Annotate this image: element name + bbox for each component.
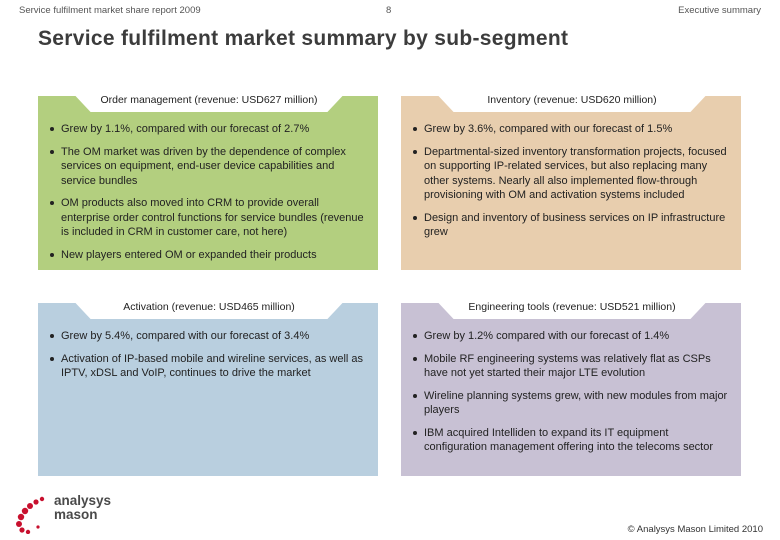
bullet-icon [50, 201, 54, 205]
bullet-text: Activation of IP-based mobile and wireli… [61, 352, 364, 380]
panel-order-management: Order management (revenue: USD627 millio… [38, 88, 378, 270]
bullet-icon [413, 127, 417, 131]
bullet-list: Grew by 3.6%, compared with our forecast… [413, 122, 733, 248]
bullet-item: New players entered OM or expanded their… [50, 248, 370, 263]
logo-dots-icon [16, 496, 45, 534]
bullet-text: Design and inventory of business service… [424, 211, 726, 239]
page-title: Service fulfilment market summary by sub… [38, 27, 569, 50]
bullet-item: OM products also moved into CRM to provi… [50, 196, 370, 240]
bullet-text: Grew by 3.6%, compared with our forecast… [424, 123, 673, 135]
bullet-icon [413, 149, 417, 154]
bullet-item: Mobile RF engineering systems was relati… [413, 352, 733, 381]
bullet-list: Grew by 1.2% compared with our forecast … [413, 329, 733, 463]
panel-activation: Activation (revenue: USD465 million) Gre… [38, 295, 378, 476]
bullet-icon [413, 215, 417, 220]
bullet-icon [50, 149, 54, 154]
bullet-icon [413, 356, 417, 361]
panel-heading-tab: Activation (revenue: USD465 million) [68, 295, 350, 319]
bullet-item: Design and inventory of business service… [413, 211, 733, 240]
panel-inventory: Inventory (revenue: USD620 million) Grew… [401, 88, 741, 270]
bullet-text: Grew by 5.4%, compared with our forecast… [61, 330, 310, 342]
bullet-item: Activation of IP-based mobile and wireli… [50, 352, 370, 381]
bullet-icon [50, 356, 54, 361]
logo-wordmark: analysys mason [54, 494, 111, 522]
page-number: 8 [386, 5, 392, 16]
bullet-icon [50, 252, 54, 257]
panel-heading-tab: Order management (revenue: USD627 millio… [68, 88, 350, 112]
bullet-text: OM products also moved into CRM to provi… [61, 197, 364, 238]
panel-heading: Order management (revenue: USD627 millio… [100, 94, 318, 106]
bullet-text: IBM acquired Intelliden to expand its IT… [424, 426, 714, 454]
bullet-item: The OM market was driven by the dependen… [50, 145, 370, 189]
bullet-text: Grew by 1.2% compared with our forecast … [424, 330, 670, 342]
panel-heading-tab: Engineering tools (revenue: USD521 milli… [431, 295, 713, 319]
bullet-icon [50, 127, 54, 131]
analysys-mason-logo: analysys mason [12, 494, 132, 534]
bullet-item: Grew by 1.1%, compared with our forecast… [50, 122, 370, 137]
bullet-text: Wireline planning systems grew, with new… [424, 389, 728, 417]
report-title-header: Service fulfilment market share report 2… [19, 5, 201, 16]
bullet-list: Grew by 1.1%, compared with our forecast… [50, 122, 370, 270]
panel-heading: Activation (revenue: USD465 million) [123, 301, 295, 313]
bullet-icon [413, 334, 417, 338]
bullet-text: Departmental-sized inventory transformat… [424, 145, 727, 202]
bullet-item: Wireline planning systems grew, with new… [413, 389, 733, 418]
bullet-icon [413, 430, 417, 435]
copyright-notice: © Analysys Mason Limited 2010 [627, 524, 763, 535]
panel-heading: Engineering tools (revenue: USD521 milli… [468, 301, 676, 313]
bullet-text: Mobile RF engineering systems was relati… [424, 352, 711, 380]
bullet-text: Grew by 1.1%, compared with our forecast… [61, 123, 310, 135]
bullet-item: IBM acquired Intelliden to expand its IT… [413, 426, 733, 455]
logo-line1: analysys [54, 493, 112, 508]
bullet-item: Grew by 1.2% compared with our forecast … [413, 329, 733, 344]
bullet-item: Grew by 3.6%, compared with our forecast… [413, 122, 733, 137]
bullet-text: New players entered OM or expanded their… [61, 248, 317, 261]
bullet-item: Grew by 5.4%, compared with our forecast… [50, 329, 370, 344]
panel-heading-tab: Inventory (revenue: USD620 million) [431, 88, 713, 112]
bullet-text: The OM market was driven by the dependen… [61, 145, 346, 187]
bullet-item: Departmental-sized inventory transformat… [413, 145, 733, 203]
logo-line2: mason [54, 507, 98, 522]
panel-heading: Inventory (revenue: USD620 million) [487, 94, 657, 106]
bullet-list: Grew by 5.4%, compared with our forecast… [50, 329, 370, 389]
bullet-icon [50, 334, 54, 338]
bullet-icon [413, 393, 417, 398]
panel-engineering-tools: Engineering tools (revenue: USD521 milli… [401, 295, 741, 476]
section-name-header: Executive summary [678, 5, 761, 16]
